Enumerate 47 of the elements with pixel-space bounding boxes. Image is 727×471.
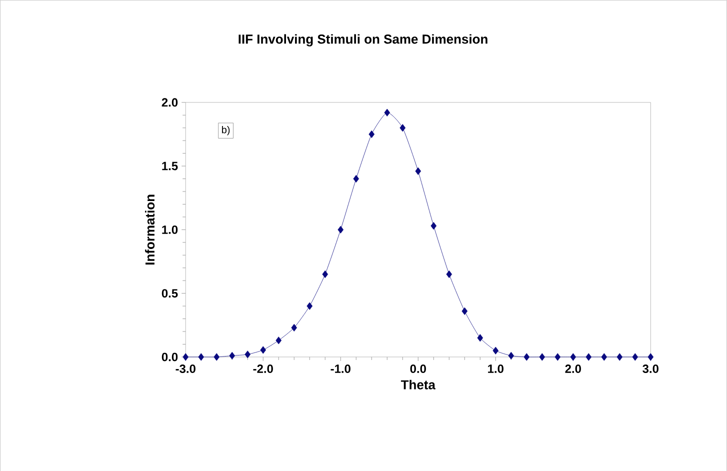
point [322,270,328,278]
point [586,352,592,361]
point [400,124,406,132]
y-tick-label: 0.5 [162,288,178,298]
point [648,352,654,361]
annotation: b) [222,126,230,136]
point [508,352,514,360]
point [291,324,298,332]
x-tick-label: 1.0 [488,364,504,373]
y-tick-label: 0.0 [162,352,178,361]
point [524,352,530,361]
point [384,108,390,116]
point [430,222,437,230]
point [632,352,638,361]
point [229,352,236,360]
y-tick-label: 1.0 [162,225,178,234]
x-tick-label: 0.0 [410,364,426,373]
point [353,174,360,182]
point [276,336,282,344]
point [462,307,468,315]
point [554,352,561,361]
point [182,352,189,361]
point [214,352,220,361]
point [601,352,608,361]
point [338,226,344,234]
point [477,334,484,342]
point [570,352,576,361]
point [415,167,422,175]
point [368,130,375,138]
x-tick-label: 3.0 [642,364,658,373]
x-tick-label: -3.0 [176,364,196,373]
point [244,350,251,358]
point [260,346,266,354]
x-axis-title: Theta [400,380,436,390]
point [306,302,313,310]
x-tick-label: 2.0 [565,364,581,373]
point [198,352,204,361]
y-tick-label: 2.0 [162,98,178,106]
point [616,352,623,361]
point [492,346,499,354]
y-tick-label: 1.5 [162,162,178,170]
x-tick-label: -2.0 [253,364,273,373]
chart-title: IIF Involving Stimuli on Same Dimension [238,34,488,46]
x-tick-label: -1.0 [330,364,350,373]
point [446,270,452,278]
y-axis-title: Information [145,194,155,264]
point [539,352,546,361]
